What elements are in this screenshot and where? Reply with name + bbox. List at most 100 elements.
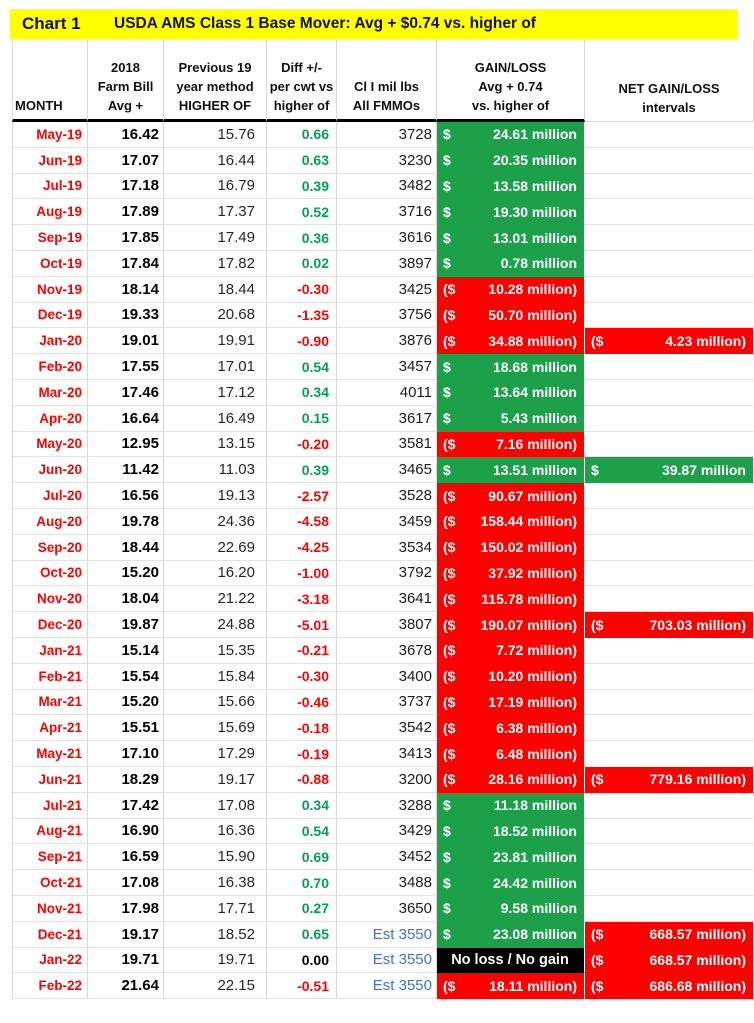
gain-loss-cell: $24.61 million bbox=[437, 122, 585, 148]
amount-label: 23.08 million bbox=[492, 926, 577, 943]
month-cell: Nov-21 bbox=[12, 895, 88, 922]
month-cell: Oct-21 bbox=[12, 870, 88, 896]
month-cell: May-20 bbox=[12, 431, 88, 458]
higher-of-cell: 15.66 bbox=[164, 689, 267, 716]
net-gain-loss-cell-empty bbox=[585, 199, 754, 226]
page-title: USDA AMS Class 1 Base Mover: Avg + $0.74… bbox=[114, 15, 536, 32]
amount-label: 50.70 million) bbox=[488, 306, 577, 323]
farm-bill-avg-cell: 17.98 bbox=[88, 895, 164, 922]
farm-bill-avg-cell: 15.20 bbox=[88, 560, 164, 587]
data-table: MONTH 2018 Farm Bill Avg + Previous 19 y… bbox=[12, 40, 754, 1000]
net-gain-loss-cell: ($ 668.57 million) bbox=[585, 921, 754, 948]
month-cell: Sep-21 bbox=[12, 844, 88, 871]
month-cell: Mar-21 bbox=[12, 689, 88, 716]
amount-label: 190.07 million) bbox=[480, 616, 577, 633]
amount-label: 18.52 million bbox=[492, 822, 577, 839]
amount-label: 18.11 million) bbox=[489, 977, 577, 994]
class1-volume-cell: 3542 bbox=[337, 715, 437, 742]
month-cell: Dec-20 bbox=[12, 612, 88, 638]
amount-label: 668.57 million) bbox=[649, 926, 746, 943]
higher-of-cell: 15.69 bbox=[164, 715, 267, 742]
higher-of-cell: 22.69 bbox=[164, 534, 267, 561]
net-gain-loss-cell-empty bbox=[585, 508, 754, 535]
net-gain-loss-cell: ($ 686.68 million) bbox=[585, 973, 754, 1000]
higher-of-cell: 16.79 bbox=[164, 173, 267, 200]
table-row: Oct-20 15.20 16.20 -1.00 3792 ($ 37.92 million… bbox=[12, 560, 754, 587]
column-header-diff: Diff +/- per cwt vs higher of bbox=[267, 40, 337, 122]
class1-volume-cell: 3200 bbox=[337, 766, 437, 793]
net-gain-loss-cell: $39.87 million bbox=[585, 457, 754, 484]
month-cell: May-19 bbox=[12, 122, 88, 148]
diff-cell: -0.30 bbox=[267, 276, 337, 303]
class1-volume-cell: 3650 bbox=[337, 895, 437, 922]
table-row: Feb-21 15.54 15.84 -0.30 3400 ($ 10.20 million… bbox=[12, 663, 754, 690]
amount-label: 24.61 million bbox=[492, 126, 577, 143]
amount-label: 13.01 million bbox=[492, 229, 577, 246]
month-cell: Mar-20 bbox=[12, 379, 88, 406]
currency-symbol: $ bbox=[443, 126, 451, 143]
table-row: Feb-20 17.55 17.01 0.54 3457 $18.68 million bbox=[12, 354, 754, 380]
currency-symbol: $ bbox=[443, 203, 451, 220]
farm-bill-avg-cell: 18.44 bbox=[88, 534, 164, 561]
column-header-higher-of: Previous 19 year method HIGHER OF bbox=[164, 40, 267, 122]
month-cell: Feb-21 bbox=[12, 663, 88, 690]
higher-of-cell: 20.68 bbox=[164, 302, 267, 329]
net-gain-loss-cell-empty bbox=[585, 689, 754, 716]
diff-cell: 0.34 bbox=[267, 792, 337, 819]
higher-of-cell: 17.49 bbox=[164, 225, 267, 251]
class1-volume-cell: Est 3550 bbox=[337, 921, 437, 948]
class1-volume-cell: 3716 bbox=[337, 199, 437, 226]
class1-volume-cell: 3616 bbox=[337, 225, 437, 251]
amount-label: 13.58 million bbox=[492, 177, 577, 194]
farm-bill-avg-cell: 19.71 bbox=[88, 947, 164, 974]
class1-volume-cell: 3728 bbox=[337, 122, 437, 148]
farm-bill-avg-cell: 17.08 bbox=[88, 870, 164, 896]
currency-symbol: ($ bbox=[443, 771, 456, 788]
amount-label: 10.28 million) bbox=[488, 281, 577, 298]
table-row: Aug-19 17.89 17.37 0.52 3716 $19.30 million bbox=[12, 199, 754, 226]
amount-label: 6.38 million) bbox=[496, 719, 577, 736]
table-row: Sep-20 18.44 22.69 -4.25 3534 ($ 150.02 millio… bbox=[12, 534, 754, 561]
net-gain-loss-cell-empty bbox=[585, 534, 754, 561]
net-gain-loss-cell-empty bbox=[585, 818, 754, 845]
diff-cell: 0.34 bbox=[267, 379, 337, 406]
month-cell: Jan-22 bbox=[12, 947, 88, 974]
gain-loss-cell: $11.18 million bbox=[437, 792, 585, 819]
amount-label: 703.03 million) bbox=[649, 616, 746, 633]
net-gain-loss-cell-empty bbox=[585, 637, 754, 664]
farm-bill-avg-cell: 17.89 bbox=[88, 199, 164, 226]
class1-volume-cell: 3413 bbox=[337, 741, 437, 767]
class1-volume-cell: 3465 bbox=[337, 457, 437, 484]
farm-bill-avg-cell: 15.14 bbox=[88, 637, 164, 664]
net-gain-loss-cell-empty bbox=[585, 870, 754, 896]
net-gain-loss-cell-empty bbox=[585, 663, 754, 690]
farm-bill-avg-cell: 16.59 bbox=[88, 844, 164, 871]
column-header-month: MONTH bbox=[12, 40, 88, 122]
gain-loss-cell: ($ 7.72 million) bbox=[437, 637, 585, 664]
class1-volume-cell: 3459 bbox=[337, 508, 437, 535]
table-row: Nov-19 18.14 18.44 -0.30 3425 ($ 10.28 million… bbox=[12, 276, 754, 303]
diff-cell: 0.39 bbox=[267, 457, 337, 484]
higher-of-cell: 24.36 bbox=[164, 508, 267, 535]
diff-cell: 0.27 bbox=[267, 895, 337, 922]
diff-cell: -1.00 bbox=[267, 560, 337, 587]
class1-volume-cell: 3792 bbox=[337, 560, 437, 587]
table-row: Dec-19 19.33 20.68 -1.35 3756 ($ 50.70 million… bbox=[12, 302, 754, 329]
diff-cell: -4.25 bbox=[267, 534, 337, 561]
table-row: Sep-21 16.59 15.90 0.69 3452 $23.81 million bbox=[12, 844, 754, 871]
amount-label: 24.42 million bbox=[492, 874, 577, 891]
diff-cell: -4.58 bbox=[267, 508, 337, 535]
month-cell: Aug-20 bbox=[12, 508, 88, 535]
class1-volume-cell: 3482 bbox=[337, 173, 437, 200]
gain-loss-cell: ($ 6.38 million) bbox=[437, 715, 585, 742]
class1-volume-cell: 3756 bbox=[337, 302, 437, 329]
month-cell: Oct-20 bbox=[12, 560, 88, 587]
amount-label: 4.23 million) bbox=[665, 332, 746, 349]
diff-cell: -0.21 bbox=[267, 637, 337, 664]
higher-of-cell: 17.71 bbox=[164, 895, 267, 922]
farm-bill-avg-cell: 17.10 bbox=[88, 741, 164, 767]
currency-symbol: ($ bbox=[443, 564, 456, 581]
diff-cell: 0.36 bbox=[267, 225, 337, 251]
amount-label: 13.64 million bbox=[492, 384, 577, 401]
diff-cell: 0.63 bbox=[267, 147, 337, 174]
